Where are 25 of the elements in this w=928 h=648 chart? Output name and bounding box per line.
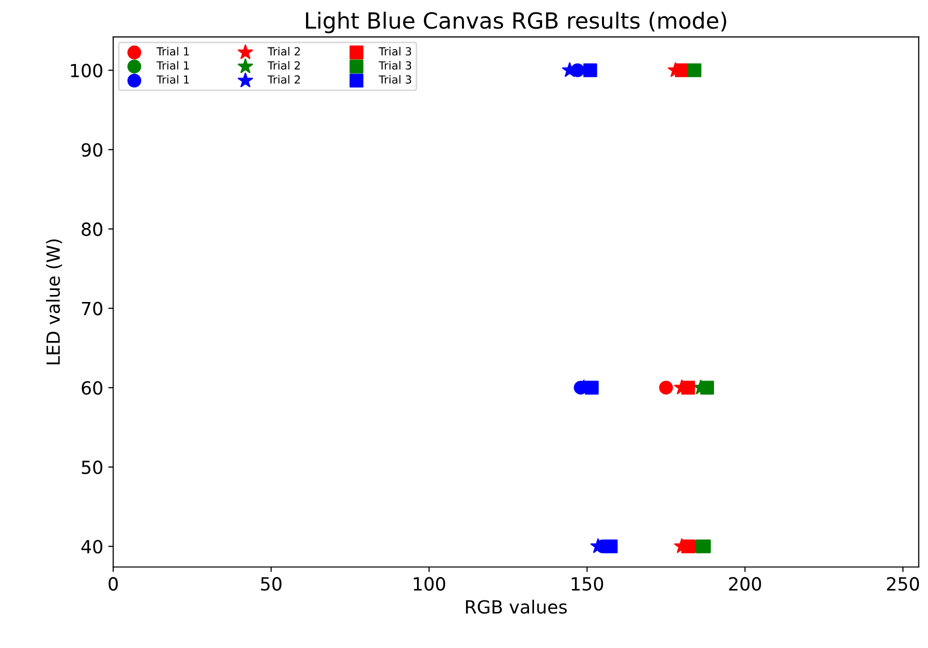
y-tick-label: 70 bbox=[82, 302, 102, 316]
legend-label: Trial 1 bbox=[156, 75, 189, 84]
legend-label: Trial 2 bbox=[268, 61, 300, 70]
y-tick-label: 40 bbox=[81, 540, 102, 554]
x-tick-label: 0 bbox=[108, 577, 118, 591]
legend-label: Trial 2 bbox=[268, 75, 300, 84]
y-axis-title: LED value (W) bbox=[46, 239, 62, 364]
x-axis-title: RGB values bbox=[466, 600, 567, 614]
legend-label: Trial 2 bbox=[268, 46, 300, 56]
y-tick-label: 60 bbox=[82, 381, 102, 395]
y-tick-label: 80 bbox=[82, 222, 102, 236]
x-tick-label: 150 bbox=[572, 577, 604, 591]
x-tick-label: 50 bbox=[261, 577, 282, 591]
y-tick-label: 50 bbox=[82, 460, 102, 474]
legend-label: Trial 3 bbox=[378, 61, 412, 70]
y-tick-label: 100 bbox=[71, 64, 102, 78]
x-tick-label: 200 bbox=[729, 577, 762, 591]
x-tick-label: 100 bbox=[414, 577, 446, 591]
legend-label: Trial 3 bbox=[378, 75, 412, 84]
x-tick-label: 250 bbox=[887, 577, 919, 591]
legend-label: Trial 3 bbox=[378, 46, 412, 56]
chart-title: Light Blue Canvas RGB results (mode) bbox=[306, 12, 726, 34]
legend-label: Trial 1 bbox=[156, 46, 189, 56]
legend-label: Trial 1 bbox=[156, 61, 189, 70]
y-tick-label: 90 bbox=[82, 143, 102, 157]
